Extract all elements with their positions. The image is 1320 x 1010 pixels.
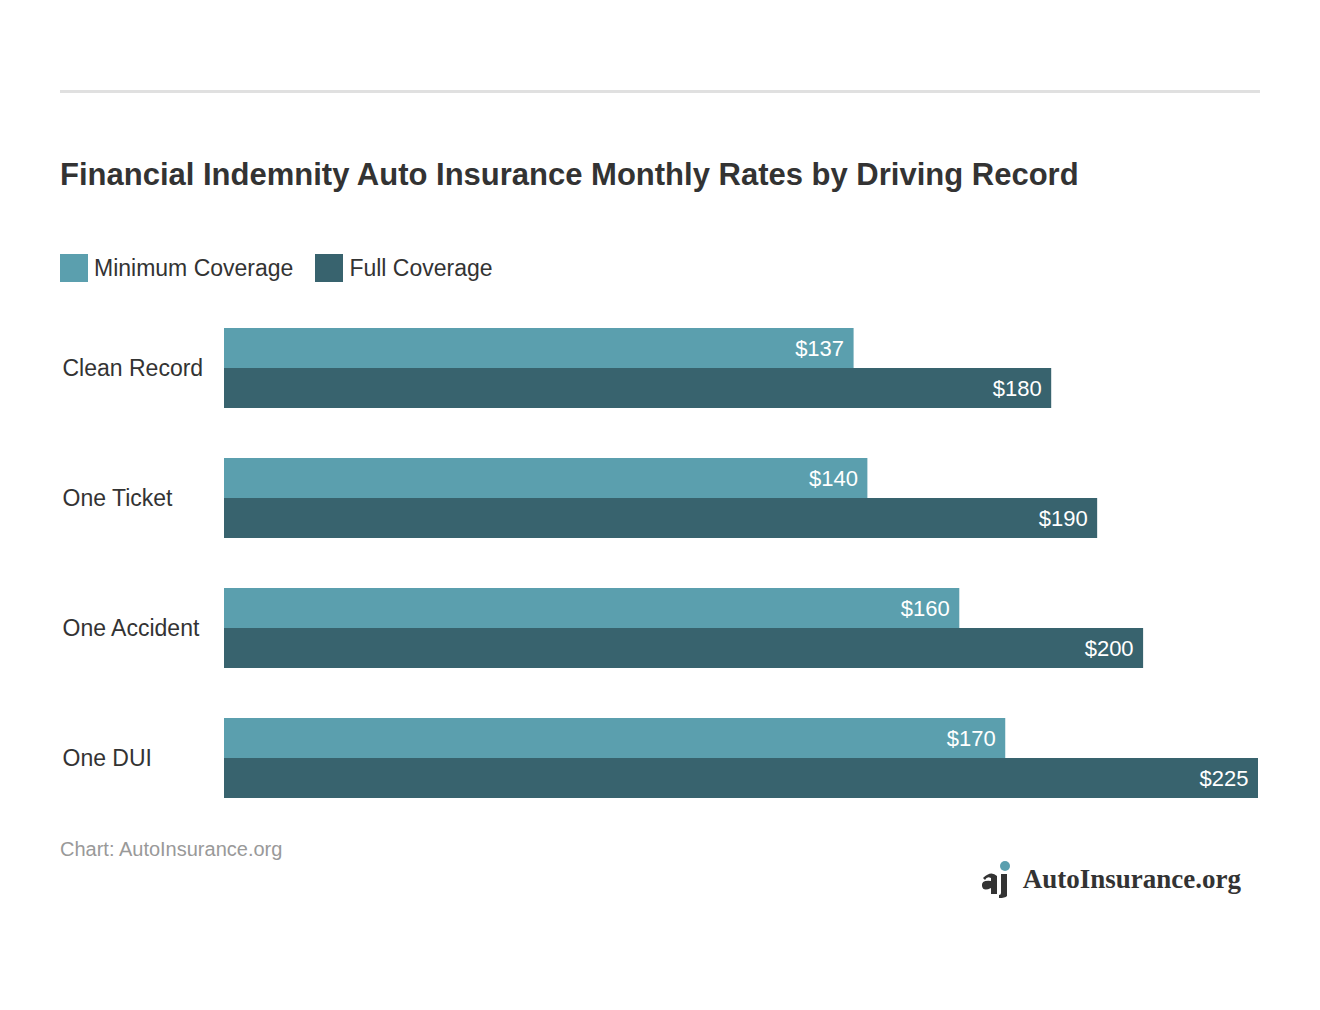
svg-text:$170: $170 [947, 726, 996, 751]
svg-text:One DUI: One DUI [63, 745, 152, 771]
html-text:Financial Indemnity Auto Insur: Financial Indemnity Auto Insurance Month… [60, 157, 1079, 192]
html-text:Full Coverage: Full Coverage [349, 254, 493, 281]
svg-text:One Ticket: One Ticket [63, 485, 174, 511]
html-text:AutoInsurance.org: AutoInsurance.org [1022, 863, 1241, 894]
html-text:Chart: AutoInsurance.org: Chart: AutoInsurance.org [60, 838, 283, 860]
svg-text:$180: $180 [993, 376, 1042, 401]
svg-text:$225: $225 [1200, 766, 1249, 791]
svg-text:$137: $137 [795, 336, 844, 361]
svg-text:$190: $190 [1039, 506, 1088, 531]
svg-text:One Accident: One Accident [63, 615, 200, 641]
svg-text:Clean Record: Clean Record [63, 355, 204, 381]
svg-text:$160: $160 [901, 596, 950, 621]
svg-text:$200: $200 [1085, 636, 1134, 661]
html-text:Minimum Coverage: Minimum Coverage [94, 254, 294, 281]
svg-text:$140: $140 [809, 466, 858, 491]
